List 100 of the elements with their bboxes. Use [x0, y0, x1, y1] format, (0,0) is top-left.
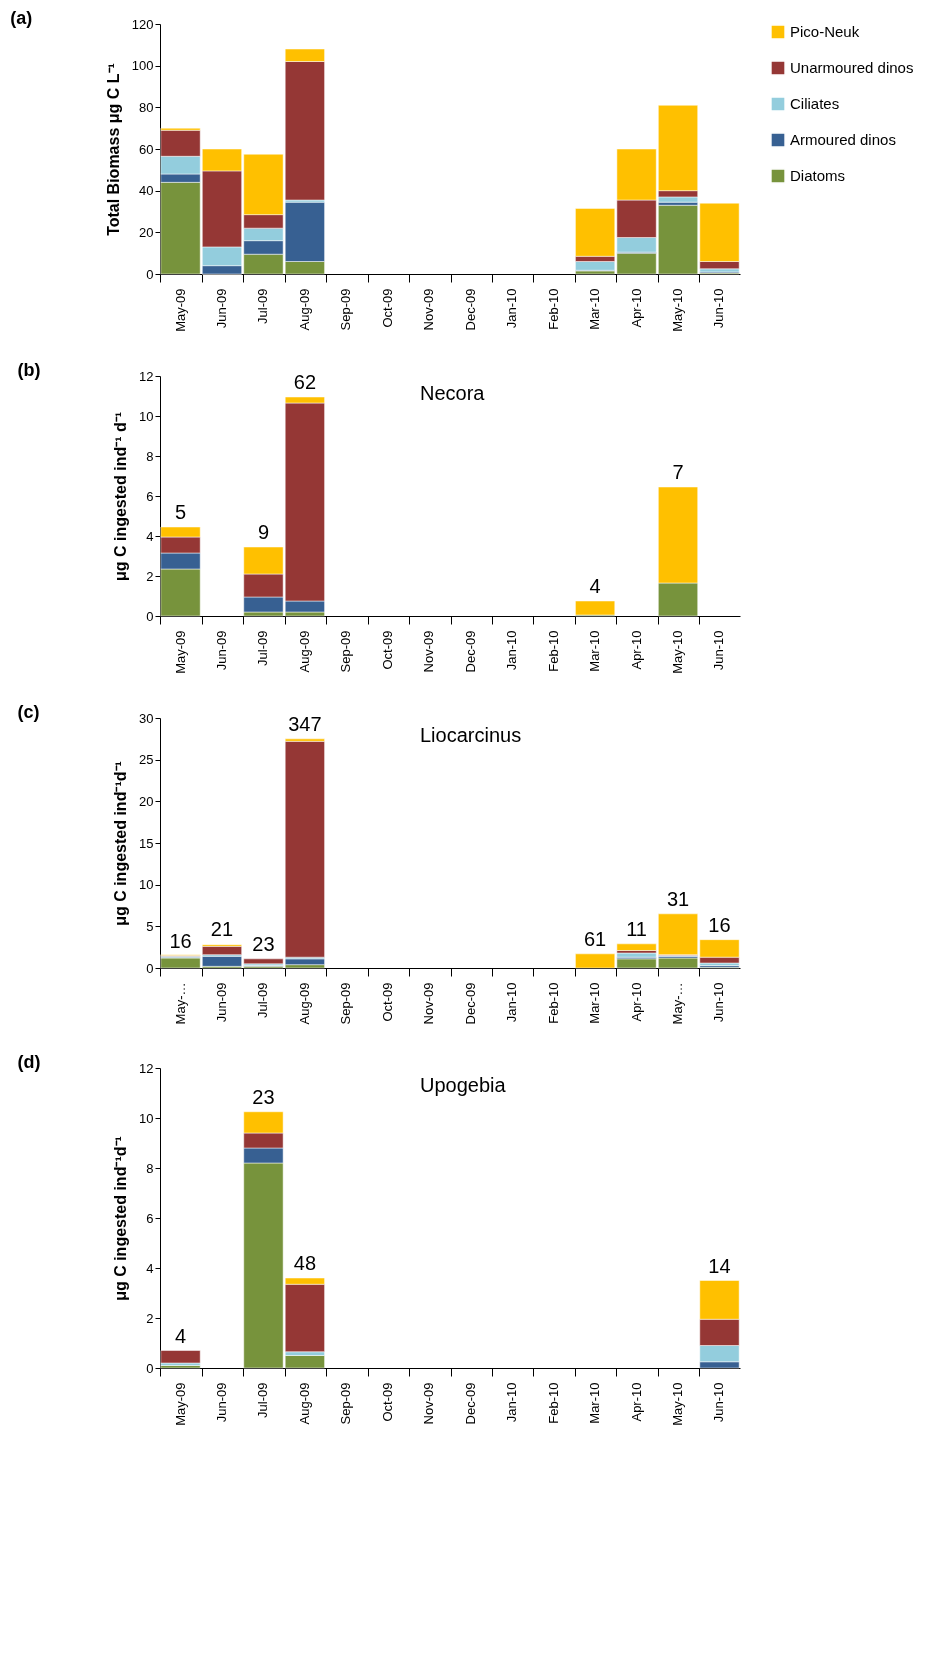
x-tick-label: Aug-09 — [296, 630, 312, 673]
x-tick-label: Sep-09 — [338, 1382, 354, 1425]
x-tick-label: May-10 — [670, 288, 686, 332]
y-tick-label: 0 — [146, 960, 154, 976]
annotation: Liocarcinus — [420, 724, 522, 746]
x-tick-label: Jan-10 — [504, 630, 520, 671]
x-tick-label: Dec-09 — [462, 1382, 478, 1425]
y-tick-label: 12 — [139, 1060, 154, 1076]
y-axis-title: μg C ingested ind⁻¹ d⁻¹ — [112, 411, 130, 582]
x-tick-label: May-09 — [172, 630, 188, 674]
x-tick-label: Nov-09 — [421, 630, 437, 673]
y-tick-label: 10 — [139, 408, 154, 424]
annotation: 23 — [252, 1085, 275, 1108]
x-tick-label: Mar-10 — [587, 288, 603, 330]
y-tick-label: 6 — [146, 1210, 154, 1226]
legend-label: Diatoms — [790, 167, 846, 184]
x-tick-label: Oct-09 — [379, 982, 395, 1022]
annotation: Upogebia — [420, 1074, 507, 1096]
annotation: 16 — [708, 913, 731, 936]
annotation: 23 — [252, 932, 275, 955]
y-tick-label: 0 — [146, 266, 154, 282]
x-tick-label: Dec-09 — [462, 982, 478, 1025]
x-tick-label: Jun-09 — [213, 982, 229, 1023]
x-tick-label: Apr-10 — [628, 1382, 644, 1422]
x-tick-label: Nov-09 — [421, 982, 437, 1025]
legend-label: Ciliates — [790, 95, 840, 112]
x-tick-label: Mar-10 — [587, 1382, 603, 1424]
y-tick-label: 0 — [146, 1360, 154, 1376]
y-tick-label: 8 — [146, 1160, 154, 1176]
annotation: 16 — [169, 929, 192, 952]
y-tick-label: 10 — [139, 877, 154, 893]
x-tick-label: Aug-09 — [296, 288, 312, 331]
legend-label: Pico-Neuk — [790, 23, 860, 40]
y-axis-title: μg C ingested ind⁻¹d⁻¹ — [112, 1136, 130, 1301]
x-tick-label: Jul-09 — [255, 982, 271, 1018]
y-tick-label: 8 — [146, 448, 154, 464]
chart-title: (d) — [17, 1052, 41, 1072]
annotation: 9 — [257, 521, 269, 543]
x-tick-label: Jul-09 — [255, 630, 271, 666]
legend-label: Unarmoured dinos — [790, 59, 914, 76]
x-tick-label: May-… — [172, 982, 188, 1025]
y-tick-label: 6 — [146, 488, 154, 504]
x-tick-label: Jun-10 — [711, 630, 727, 671]
x-tick-label: Jun-10 — [711, 288, 727, 329]
x-tick-label: May-… — [670, 982, 686, 1025]
y-tick-label: 25 — [139, 752, 154, 768]
x-tick-label: Aug-09 — [296, 982, 312, 1025]
y-tick-label: 4 — [146, 1260, 154, 1276]
x-tick-label: Oct-09 — [379, 630, 395, 670]
annotation: 31 — [666, 887, 690, 910]
x-tick-label: Jun-09 — [213, 630, 229, 671]
x-tick-label: May-09 — [172, 288, 188, 332]
x-tick-label: Apr-10 — [628, 982, 644, 1022]
x-tick-label: Oct-09 — [379, 288, 395, 328]
y-tick-label: 20 — [139, 224, 154, 240]
annotation: Necora — [420, 382, 486, 404]
y-tick-label: 60 — [139, 141, 154, 157]
legend-label: Armoured dinos — [790, 131, 896, 148]
x-tick-label: Nov-09 — [421, 288, 437, 331]
annotation: 11 — [626, 917, 647, 940]
y-tick-label: 10 — [139, 1110, 154, 1126]
y-tick-label: 0 — [146, 608, 154, 624]
annotation: 5 — [174, 501, 187, 523]
x-tick-label: Sep-09 — [338, 982, 354, 1025]
x-tick-label: Jun-09 — [213, 1382, 229, 1423]
x-tick-label: Mar-10 — [587, 982, 603, 1024]
x-tick-label: Dec-09 — [462, 288, 478, 331]
annotation: 7 — [672, 461, 684, 483]
annotation: 61 — [583, 927, 607, 950]
x-tick-label: Jul-09 — [255, 1382, 271, 1418]
x-tick-label: Jan-10 — [504, 288, 520, 329]
x-tick-label: Apr-10 — [628, 630, 644, 670]
annotation: 347 — [288, 712, 322, 735]
y-tick-label: 5 — [146, 918, 154, 934]
y-tick-label: 2 — [146, 1310, 154, 1326]
x-tick-label: Jun-10 — [711, 1382, 727, 1423]
annotation: 4 — [174, 1324, 187, 1347]
x-tick-label: May-10 — [670, 630, 686, 674]
x-tick-label: Jan-10 — [504, 1382, 520, 1423]
x-tick-label: Jul-09 — [255, 288, 271, 324]
annotation: 48 — [293, 1252, 317, 1274]
y-axis-title: μg C ingested ind⁻¹d⁻¹ — [112, 761, 130, 926]
x-tick-label: Jun-09 — [213, 288, 229, 329]
y-axis-title: Total Biomass μg C L⁻¹ — [104, 63, 122, 236]
annotation: 14 — [708, 1254, 731, 1277]
y-tick-label: 100 — [131, 58, 154, 74]
x-tick-label: May-09 — [172, 1382, 188, 1426]
x-tick-label: Feb-10 — [545, 288, 561, 330]
y-tick-label: 4 — [146, 528, 154, 544]
annotation: 21 — [210, 918, 234, 941]
y-tick-label: 15 — [139, 835, 154, 851]
annotation: 4 — [589, 575, 601, 597]
x-tick-label: Jan-10 — [504, 982, 520, 1023]
chart-title: (b) — [17, 360, 41, 380]
chart-title: (a) — [10, 8, 33, 28]
x-tick-label: May-10 — [670, 1382, 686, 1426]
y-tick-label: 12 — [139, 368, 154, 384]
y-tick-label: 2 — [146, 568, 154, 584]
x-tick-label: Jun-10 — [711, 982, 727, 1023]
x-tick-label: Aug-09 — [296, 1382, 312, 1425]
